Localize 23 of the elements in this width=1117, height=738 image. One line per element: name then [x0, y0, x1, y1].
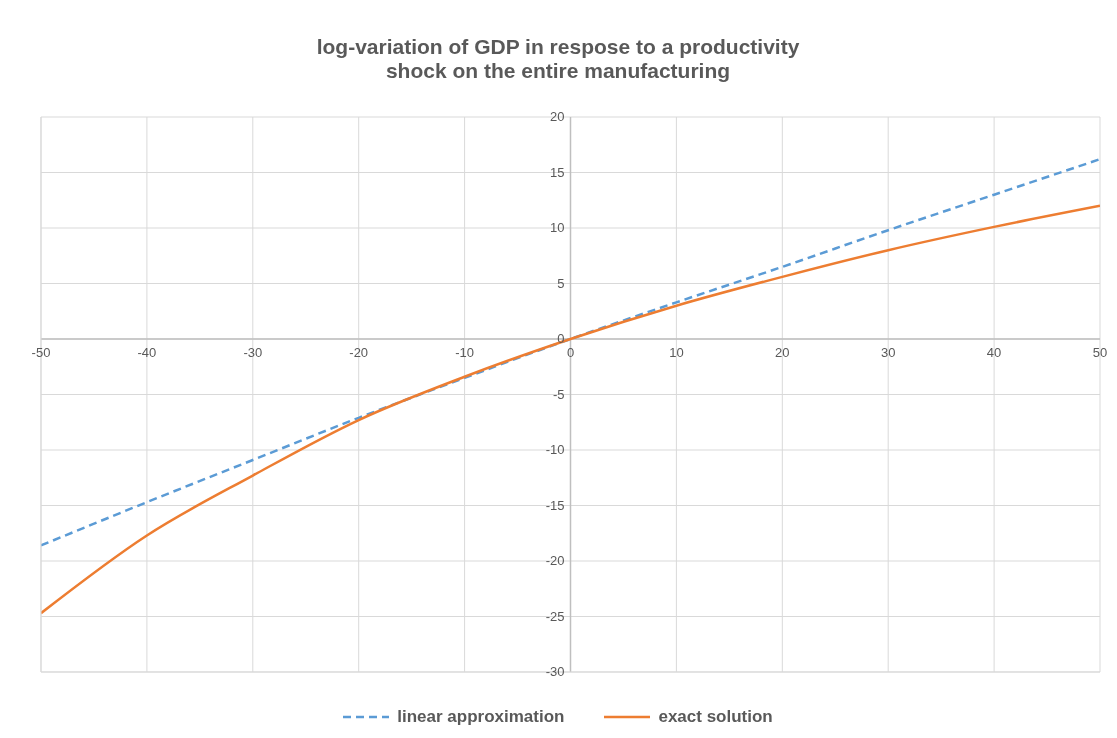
x-tick-label: -40	[137, 345, 157, 360]
x-tick-label: -10	[455, 345, 474, 360]
y-tick-label: -5	[552, 386, 565, 402]
y-tick-label: -30	[545, 664, 565, 679]
chart-title: log-variation of GDP in respose to a productivity shock on the entire manufacturing	[315, 33, 801, 84]
y-tick-label: 5	[557, 275, 565, 291]
y-tick-label: -15	[545, 497, 565, 513]
y-tick-label: 15	[550, 164, 565, 180]
x-tick-label: -20	[349, 345, 369, 360]
legend-label: exact solution	[658, 707, 773, 727]
y-tick-label: -20	[545, 553, 565, 568]
x-tick-label: 30	[880, 345, 896, 360]
y-tick-label: 20	[550, 109, 565, 124]
x-tick-label: 50	[1092, 345, 1108, 360]
x-tick-label: 10	[669, 345, 684, 360]
legend-label: linear approximation	[397, 707, 565, 727]
x-tick-label: 20	[775, 345, 790, 360]
y-tick-label: 10	[550, 220, 565, 235]
y-tick-label: -10	[545, 442, 565, 457]
x-tick-label: -50	[31, 345, 51, 360]
x-tick-label: -30	[243, 345, 263, 360]
y-tick-label: -25	[545, 608, 565, 624]
x-tick-label: 40	[986, 345, 1002, 360]
